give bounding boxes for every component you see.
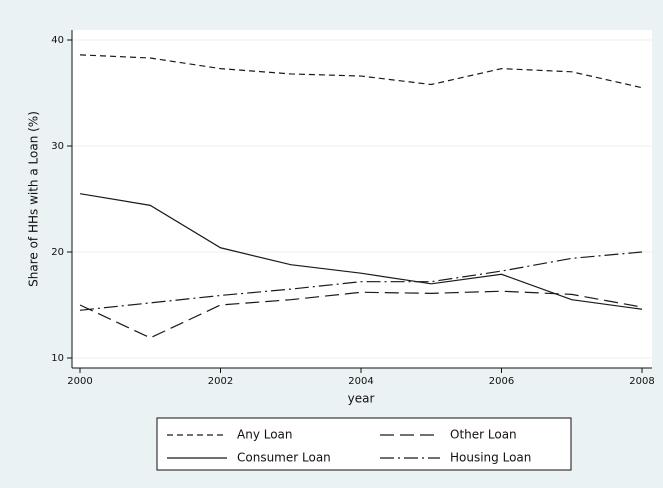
legend-label: Consumer Loan xyxy=(237,451,331,465)
y-tick-label: 40 xyxy=(51,35,64,46)
legend-label: Housing Loan xyxy=(450,451,531,465)
legend xyxy=(156,417,572,471)
x-tick-label: 2002 xyxy=(208,376,233,387)
legend-label: Any Loan xyxy=(237,428,293,442)
series-line xyxy=(79,193,643,310)
plot-area xyxy=(72,30,652,368)
x-tick-label: 2006 xyxy=(489,376,514,387)
legend-label: Other Loan xyxy=(450,428,517,442)
x-tick-label: 2000 xyxy=(67,376,92,387)
y-tick-label: 10 xyxy=(51,353,64,364)
series-line xyxy=(79,290,643,339)
y-tick-label: 20 xyxy=(51,247,64,258)
y-axis-label: Share of HHs with a Loan (%) xyxy=(27,111,41,287)
x-axis-label: year xyxy=(348,392,375,406)
x-tick-label: 2008 xyxy=(629,376,654,387)
y-tick-label: 30 xyxy=(51,141,64,152)
series-line xyxy=(79,251,643,311)
x-tick-label: 2004 xyxy=(348,376,373,387)
series-line xyxy=(79,54,643,89)
